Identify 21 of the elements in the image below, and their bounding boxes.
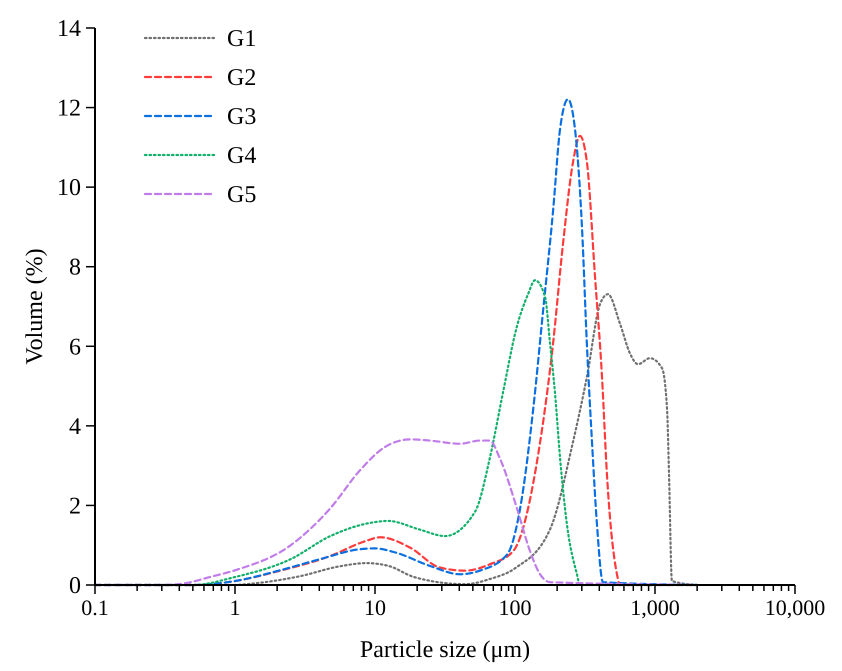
y-tick-label: 6 bbox=[69, 334, 81, 360]
y-tick-label: 14 bbox=[57, 16, 81, 42]
legend-label: G5 bbox=[227, 182, 256, 208]
x-tick-label: 1,000 bbox=[630, 595, 680, 620]
x-tick-label: 100 bbox=[498, 595, 532, 620]
y-tick-label: 10 bbox=[57, 175, 81, 202]
legend-label: G3 bbox=[227, 104, 256, 130]
y-tick-label: 0 bbox=[69, 573, 81, 599]
y-axis-title: Volume (%) bbox=[22, 248, 48, 365]
x-tick-label: 10 bbox=[364, 595, 386, 620]
x-tick-label: 0.1 bbox=[81, 595, 109, 620]
legend-label: G1 bbox=[227, 26, 256, 52]
y-tick-label: 2 bbox=[69, 493, 81, 520]
y-tick-label: 12 bbox=[57, 96, 81, 122]
x-tick-label: 1 bbox=[230, 595, 240, 620]
x-axis-title: Particle size (μm) bbox=[360, 637, 530, 663]
legend-label: G2 bbox=[227, 65, 256, 91]
y-tick-label: 4 bbox=[69, 414, 81, 440]
y-tick-label: 8 bbox=[69, 254, 81, 281]
x-tick-label: 10,000 bbox=[764, 595, 826, 620]
legend-label: G4 bbox=[227, 143, 256, 169]
